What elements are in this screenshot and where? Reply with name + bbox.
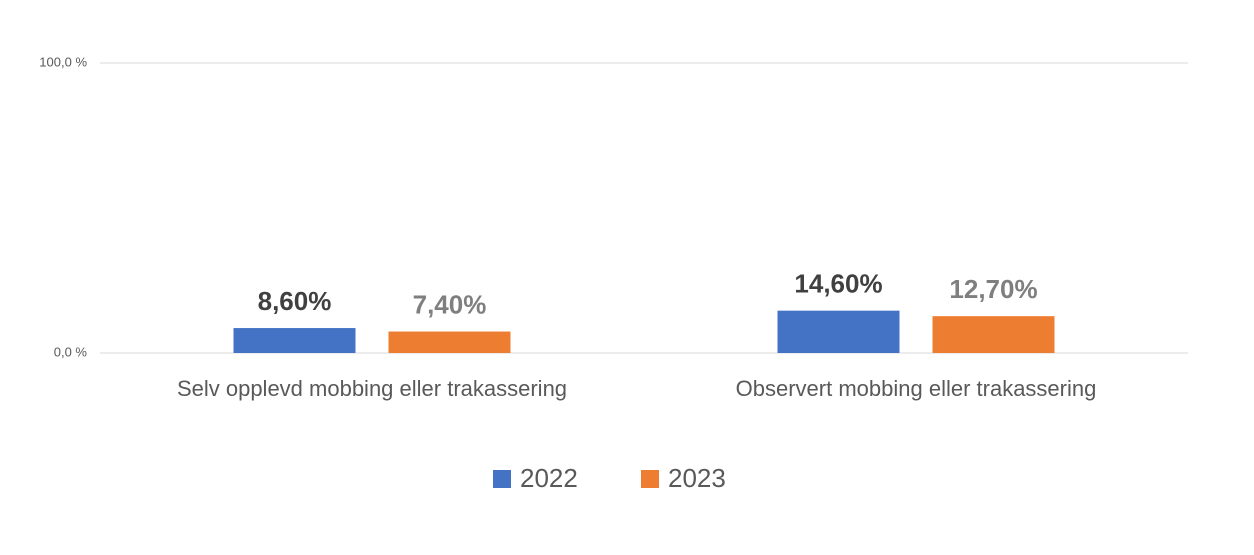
value-label: 12,70% (949, 274, 1037, 304)
legend-label: 2022 (520, 463, 578, 493)
bar (388, 331, 511, 353)
x-tick-label: Observert mobbing eller trakassering (736, 376, 1097, 401)
bar (777, 310, 900, 353)
bar (233, 328, 356, 353)
legend-swatch (641, 470, 659, 488)
x-tick-label: Selv opplevd mobbing eller trakassering (177, 376, 567, 401)
legend-swatch (493, 470, 511, 488)
value-label: 8,60% (258, 286, 332, 316)
bar (932, 316, 1055, 353)
value-label: 14,60% (794, 269, 882, 299)
y-tick-label: 0,0 % (54, 344, 88, 359)
legend-label: 2023 (668, 463, 726, 493)
y-tick-label: 100,0 % (39, 54, 87, 69)
value-label: 7,40% (413, 289, 487, 319)
